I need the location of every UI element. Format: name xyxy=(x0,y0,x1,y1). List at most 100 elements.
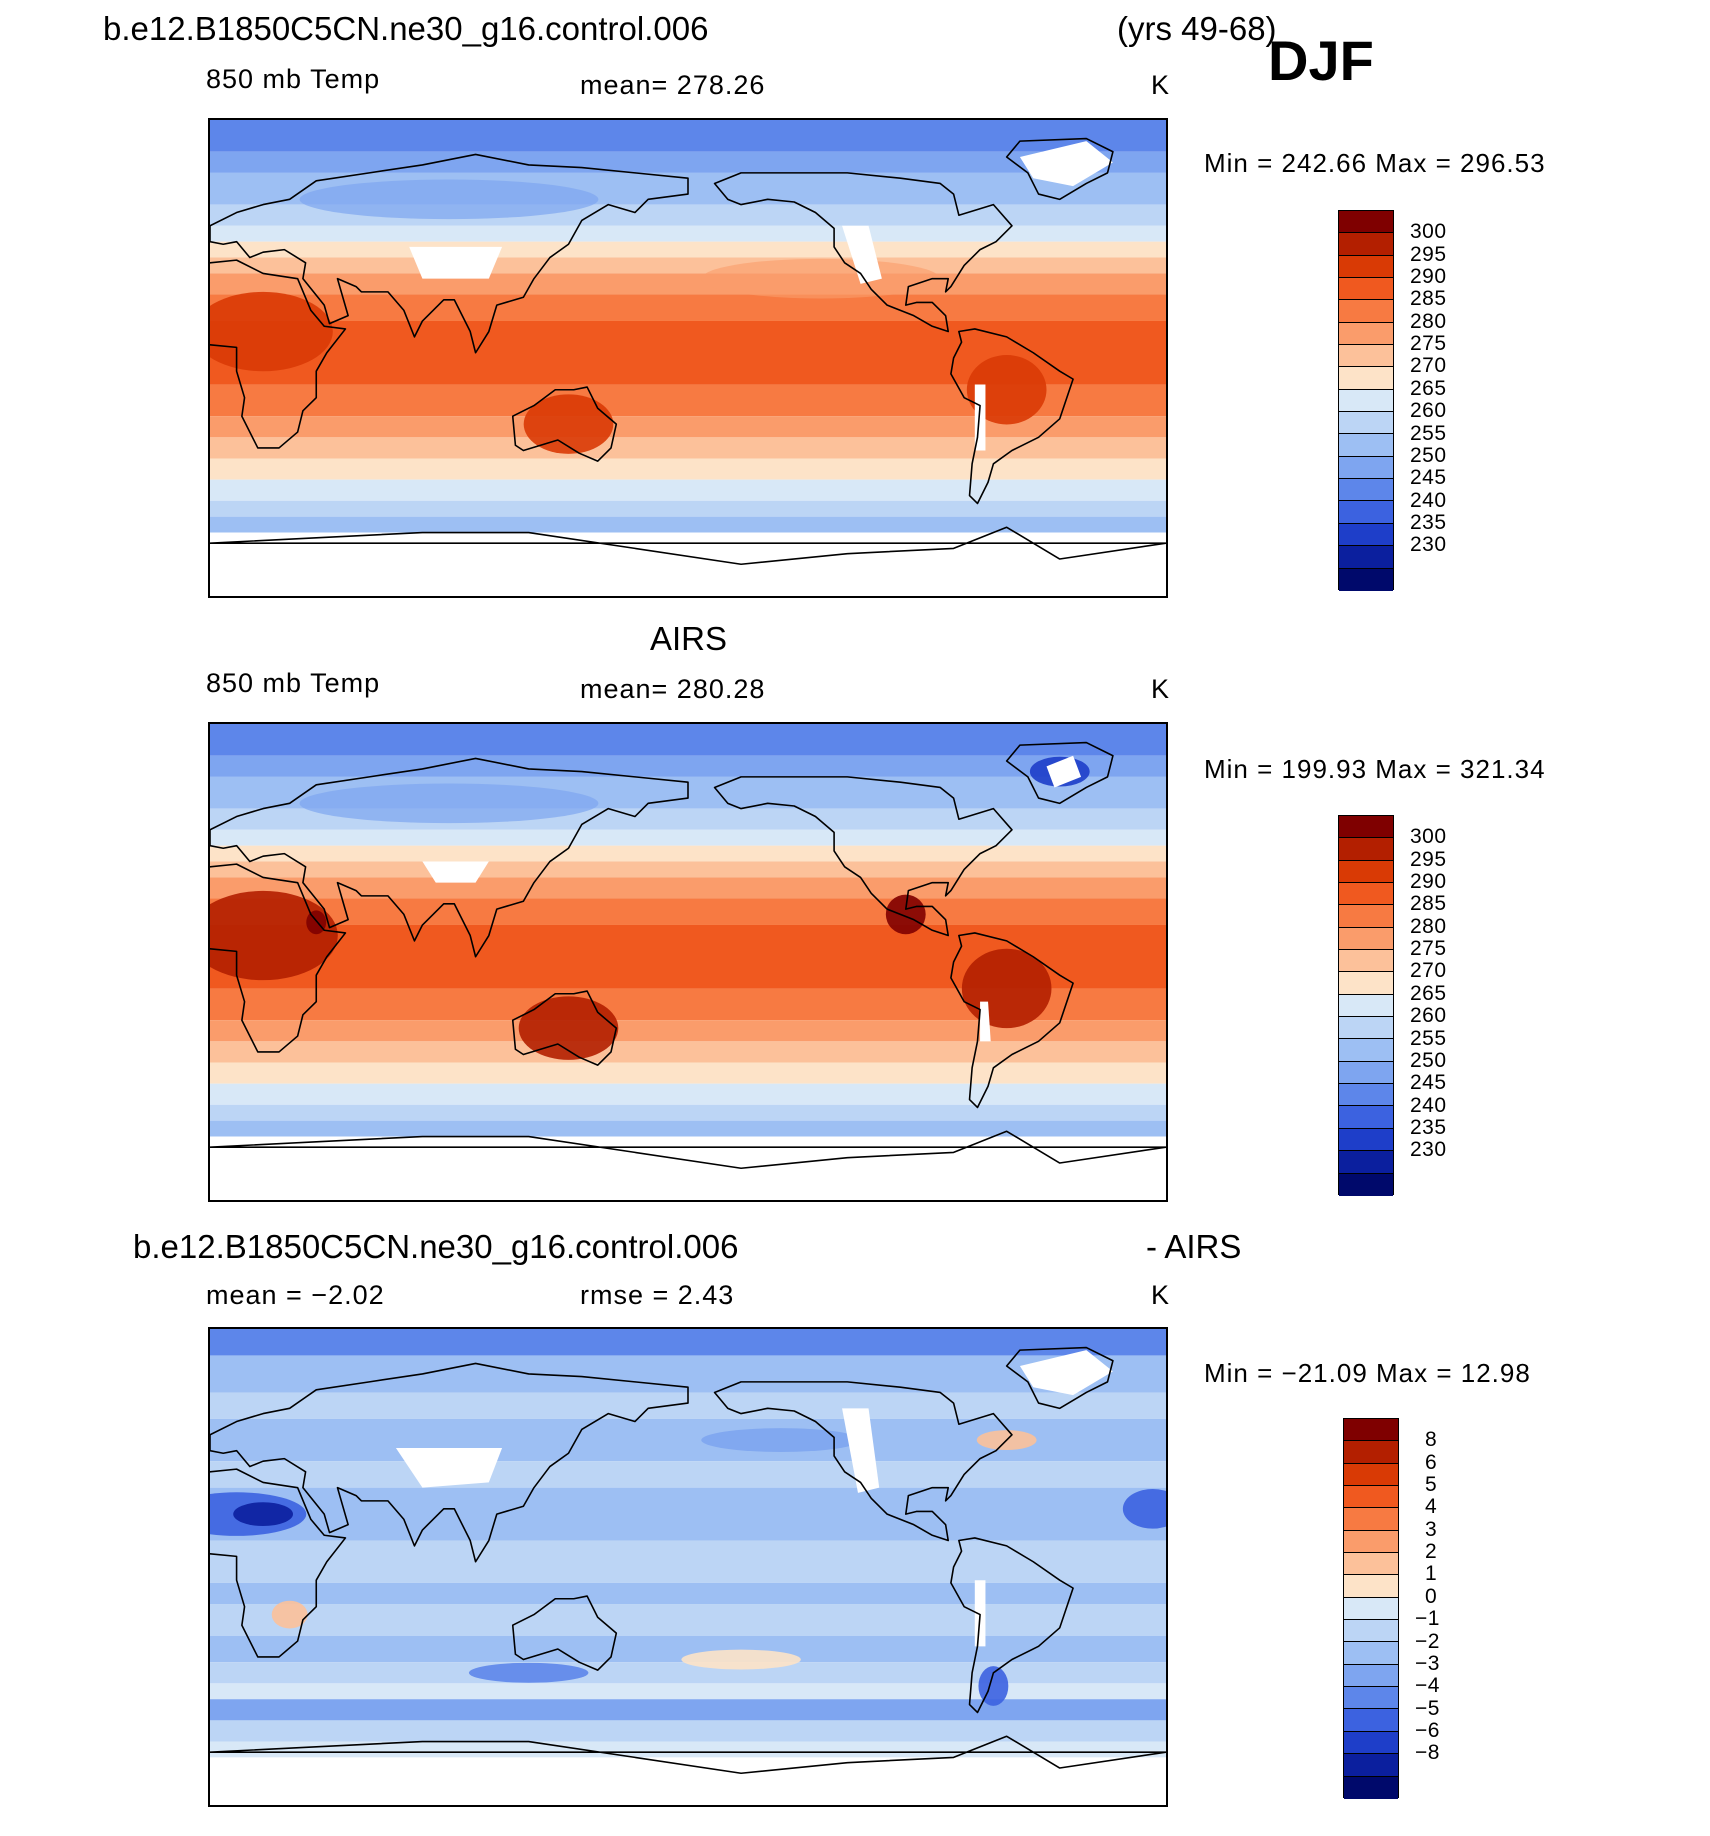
colorbar-swatch xyxy=(1344,1441,1398,1464)
colorbar-swatch xyxy=(1339,233,1393,256)
colorbar-tick-label: 265 xyxy=(1410,981,1447,1005)
colorbar-tick-label: 255 xyxy=(1410,1026,1447,1050)
colorbar-swatch xyxy=(1339,972,1393,995)
colorbar-swatch xyxy=(1339,1084,1393,1107)
colorbar-swatch xyxy=(1339,1151,1393,1174)
panel3-rmse-label: rmse = 2.43 xyxy=(580,1280,735,1310)
colorbar-tick-label: 260 xyxy=(1410,399,1447,423)
colorbar-swatch xyxy=(1339,367,1393,390)
colorbar-tick-label: 235 xyxy=(1410,1115,1447,1139)
colorbar-swatch xyxy=(1339,838,1393,861)
colorbar-tick-label: 245 xyxy=(1410,466,1447,490)
colorbar-tick-label: −6 xyxy=(1415,1718,1440,1742)
colorbar-tick-label: 250 xyxy=(1410,1048,1447,1072)
colorbar-swatch xyxy=(1339,300,1393,323)
colorbar-swatch xyxy=(1339,883,1393,906)
panel3-colorbar xyxy=(1343,1418,1399,1799)
colorbar-swatch xyxy=(1339,1106,1393,1129)
colorbar-swatch xyxy=(1339,1017,1393,1040)
colorbar-swatch xyxy=(1339,434,1393,457)
colorbar-swatch xyxy=(1339,523,1393,547)
colorbar-swatch xyxy=(1344,1709,1398,1732)
colorbar-tick-label: 285 xyxy=(1410,287,1447,311)
panel1-mean-label: mean= 278.26 xyxy=(580,70,766,100)
colorbar-tick-label: 275 xyxy=(1410,937,1447,961)
colorbar-swatch xyxy=(1344,1486,1398,1509)
colorbar-swatch xyxy=(1344,1642,1398,1665)
colorbar-tick-label: −8 xyxy=(1415,1741,1440,1765)
colorbar-swatch xyxy=(1339,816,1393,839)
colorbar-tick-label: 250 xyxy=(1410,443,1447,467)
colorbar-tick-label: 295 xyxy=(1410,847,1447,871)
colorbar-swatch xyxy=(1344,1553,1398,1576)
colorbar-swatch xyxy=(1344,1664,1398,1688)
colorbar-tick-label: 6 xyxy=(1425,1450,1438,1474)
panel3-minmax: Min = −21.09 Max = 12.98 xyxy=(1204,1358,1531,1388)
colorbar-tick-label: 290 xyxy=(1410,870,1447,894)
colorbar-tick-label: 3 xyxy=(1425,1517,1438,1541)
colorbar-tick-label: 260 xyxy=(1410,1004,1447,1028)
panel3-map-svg xyxy=(210,1329,1166,1805)
panel3-title-right: - AIRS xyxy=(1146,1228,1242,1265)
panel2-mean-label: mean= 280.28 xyxy=(580,674,766,704)
colorbar-tick-label: 280 xyxy=(1410,309,1447,333)
colorbar-tick-label: 1 xyxy=(1425,1562,1438,1586)
colorbar-swatch xyxy=(1339,568,1393,591)
colorbar-swatch xyxy=(1339,501,1393,524)
colorbar-swatch xyxy=(1344,1687,1398,1710)
panel1-map-svg xyxy=(210,120,1166,596)
colorbar-tick-label: 275 xyxy=(1410,332,1447,356)
panel1-variable-label: 850 mb Temp xyxy=(206,64,381,94)
panel3-mean-label: mean = −2.02 xyxy=(206,1280,385,1310)
colorbar-swatch xyxy=(1339,927,1393,951)
colorbar-swatch xyxy=(1339,1173,1393,1196)
colorbar-swatch xyxy=(1344,1508,1398,1531)
colorbar-swatch xyxy=(1339,211,1393,234)
colorbar-swatch xyxy=(1344,1754,1398,1777)
colorbar-tick-label: 255 xyxy=(1410,421,1447,445)
panel1-colorbar xyxy=(1338,210,1394,591)
colorbar-tick-label: −4 xyxy=(1415,1674,1440,1698)
colorbar-swatch xyxy=(1339,345,1393,368)
case-title: b.e12.B1850C5CN.ne30_g16.control.006 xyxy=(103,10,709,47)
colorbar-swatch xyxy=(1339,389,1393,413)
colorbar-tick-label: −5 xyxy=(1415,1696,1440,1720)
colorbar-swatch xyxy=(1339,412,1393,435)
panel2-minmax: Min = 199.93 Max = 321.34 xyxy=(1204,754,1546,784)
colorbar-tick-label: 300 xyxy=(1410,825,1447,849)
colorbar-tick-label: 285 xyxy=(1410,892,1447,916)
colorbar-swatch xyxy=(1344,1597,1398,1621)
panel2-colorbar xyxy=(1338,815,1394,1196)
colorbar-swatch xyxy=(1339,278,1393,301)
colorbar-swatch xyxy=(1339,479,1393,502)
colorbar-swatch xyxy=(1339,905,1393,928)
colorbar-tick-label: 290 xyxy=(1410,265,1447,289)
panel1-minmax: Min = 242.66 Max = 296.53 xyxy=(1204,148,1546,178)
colorbar-tick-label: 230 xyxy=(1410,1138,1447,1162)
colorbar-swatch xyxy=(1344,1575,1398,1598)
colorbar-tick-label: −3 xyxy=(1415,1651,1440,1675)
colorbar-swatch xyxy=(1344,1463,1398,1487)
colorbar-swatch xyxy=(1339,860,1393,884)
colorbar-swatch xyxy=(1339,456,1393,480)
panel2-units-label: K xyxy=(1151,674,1171,704)
panel3-units-label: K xyxy=(1151,1280,1171,1310)
colorbar-tick-label: 270 xyxy=(1410,354,1447,378)
colorbar-tick-label: 245 xyxy=(1410,1071,1447,1095)
panel2-map-svg xyxy=(210,724,1166,1200)
panel2-variable-label: 850 mb Temp xyxy=(206,668,381,698)
colorbar-swatch xyxy=(1344,1776,1398,1799)
colorbar-swatch xyxy=(1339,1128,1393,1152)
colorbar-tick-label: 8 xyxy=(1425,1428,1438,1452)
colorbar-tick-label: −2 xyxy=(1415,1629,1440,1653)
colorbar-tick-label: −1 xyxy=(1415,1607,1440,1631)
panel2-map xyxy=(208,722,1168,1202)
colorbar-swatch xyxy=(1339,546,1393,569)
colorbar-tick-label: 280 xyxy=(1410,914,1447,938)
colorbar-tick-label: 230 xyxy=(1410,533,1447,557)
colorbar-swatch xyxy=(1339,255,1393,279)
colorbar-tick-label: 265 xyxy=(1410,376,1447,400)
colorbar-tick-label: 235 xyxy=(1410,510,1447,534)
colorbar-tick-label: 240 xyxy=(1410,488,1447,512)
colorbar-swatch xyxy=(1344,1731,1398,1755)
